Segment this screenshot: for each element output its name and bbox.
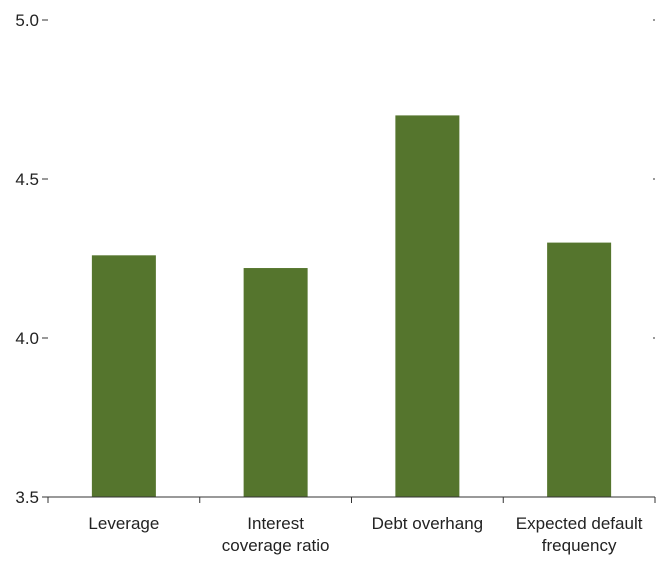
y-tick-label-0: 3.5 <box>15 488 39 507</box>
y-tick-label-1: 4.0 <box>15 329 39 348</box>
bar-2 <box>395 115 460 498</box>
x-category-label-0-line-0: Leverage <box>88 514 159 533</box>
x-category-label-2-line-0: Debt overhang <box>372 514 484 533</box>
right-axis-ticks <box>653 19 655 498</box>
bar-0 <box>91 255 156 497</box>
x-category-label-3-line-1: frequency <box>542 536 617 555</box>
x-category-label-1-line-0: Interest <box>247 514 304 533</box>
bar-1 <box>243 268 308 497</box>
x-axis-labels: Leverage Interest coverage ratio Debt overh… <box>88 514 642 555</box>
y-tick-label-2: 4.5 <box>15 170 39 189</box>
y-axis-ticks: 3.5 4.0 4.5 5.0 <box>15 11 48 507</box>
x-axis-ticks <box>47 497 656 503</box>
y-tick-label-3: 5.0 <box>15 11 39 30</box>
x-category-label-3-line-0: Expected default <box>516 514 643 533</box>
bars-group <box>91 115 612 498</box>
bar-3 <box>547 242 612 497</box>
x-category-label-1-line-1: coverage ratio <box>222 536 330 555</box>
